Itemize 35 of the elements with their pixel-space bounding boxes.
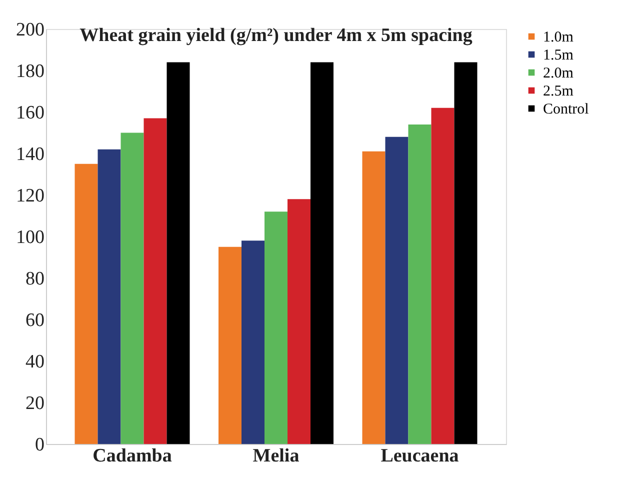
y-tick-label: 40 [26,352,44,372]
bar [74,164,98,444]
y-tick-label: 60 [26,310,44,331]
x-tick-label: Melia [252,446,300,466]
y-tick-label: 200 [16,20,44,40]
bar [218,246,242,444]
legend-label: Control [543,102,589,118]
bar [310,62,334,444]
bar [166,62,190,444]
bar [144,118,167,444]
bar [242,240,264,444]
bar [454,62,478,444]
chart-title: Wheat grain yield (g/m²) under 4m x 5m spacing [80,25,473,46]
x-tick-label: Cadamba [92,446,172,466]
y-tick-label: 140 [16,144,44,165]
y-tick-label: 180 [16,61,44,82]
legend-label: 2.5m [543,84,574,100]
legend-label: 1.5m [543,48,574,64]
bar [120,132,144,444]
bar [264,212,288,444]
bar [362,151,386,444]
y-tick-label: 20 [26,393,44,414]
bar [385,136,408,444]
y-tick-label: 0 [35,434,44,456]
bar [98,149,121,444]
x-tick-label: Leucaena [380,446,460,466]
y-tick-label: 100 [16,227,44,248]
legend-label: 1.0m [543,30,574,46]
bar [288,199,310,444]
y-tick-label: 120 [16,186,44,206]
y-tick-label: 80 [26,268,44,290]
y-tick-label: 160 [16,102,44,124]
bar [431,108,454,444]
legend-label: 2.0m [543,66,574,82]
bar [408,124,432,444]
